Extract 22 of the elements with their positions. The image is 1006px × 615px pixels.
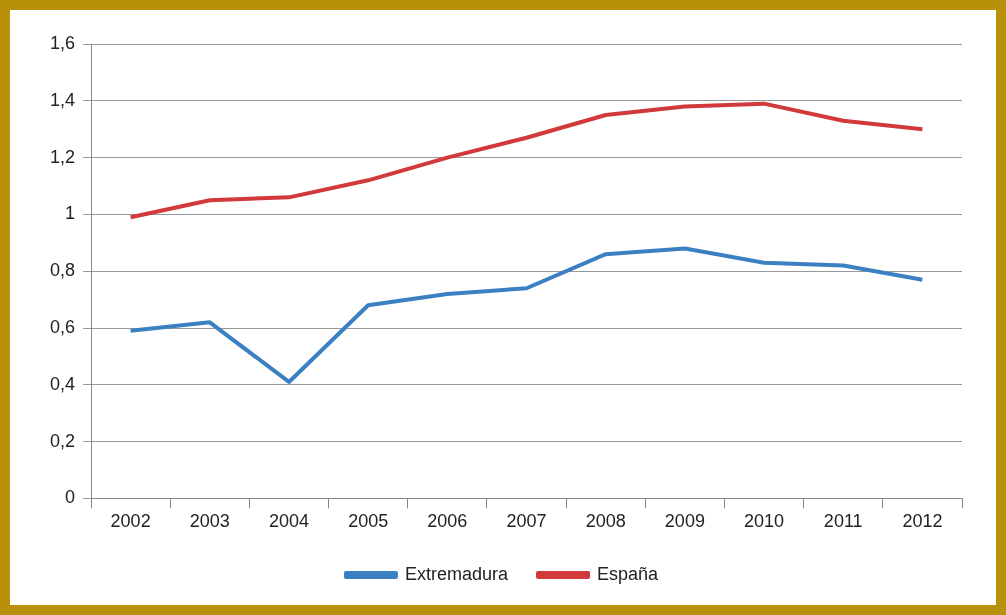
y-tick-label: 0,6	[49, 316, 76, 337]
y-tick-label: 0,2	[49, 430, 76, 451]
y-tick-label: 1,2	[49, 146, 76, 167]
x-tick-label: 2005	[348, 511, 389, 532]
legend-label: España	[597, 563, 660, 584]
x-tick-label: 2010	[744, 511, 785, 532]
y-tick-label: 1,4	[49, 89, 76, 110]
y-tick-label: 0,4	[49, 373, 76, 394]
x-tick-label: 2007	[506, 511, 547, 532]
x-tick-label: 2011	[823, 511, 863, 532]
x-tick-label: 2004	[268, 511, 309, 532]
y-tick-label: 1	[65, 203, 76, 224]
y-tick-label: 0	[65, 487, 76, 508]
x-tick-label: 2012	[902, 511, 943, 532]
y-tick-label: 0,8	[49, 260, 76, 281]
y-tick-label: 1,6	[49, 32, 76, 53]
x-tick-label: 2006	[427, 511, 468, 532]
x-tick-label: 2009	[664, 511, 705, 532]
x-tick-label: 2002	[110, 511, 151, 532]
x-tick-label: 2008	[585, 511, 626, 532]
x-tick-label: 2003	[189, 511, 230, 532]
legend-label: Extremadura	[404, 563, 509, 584]
